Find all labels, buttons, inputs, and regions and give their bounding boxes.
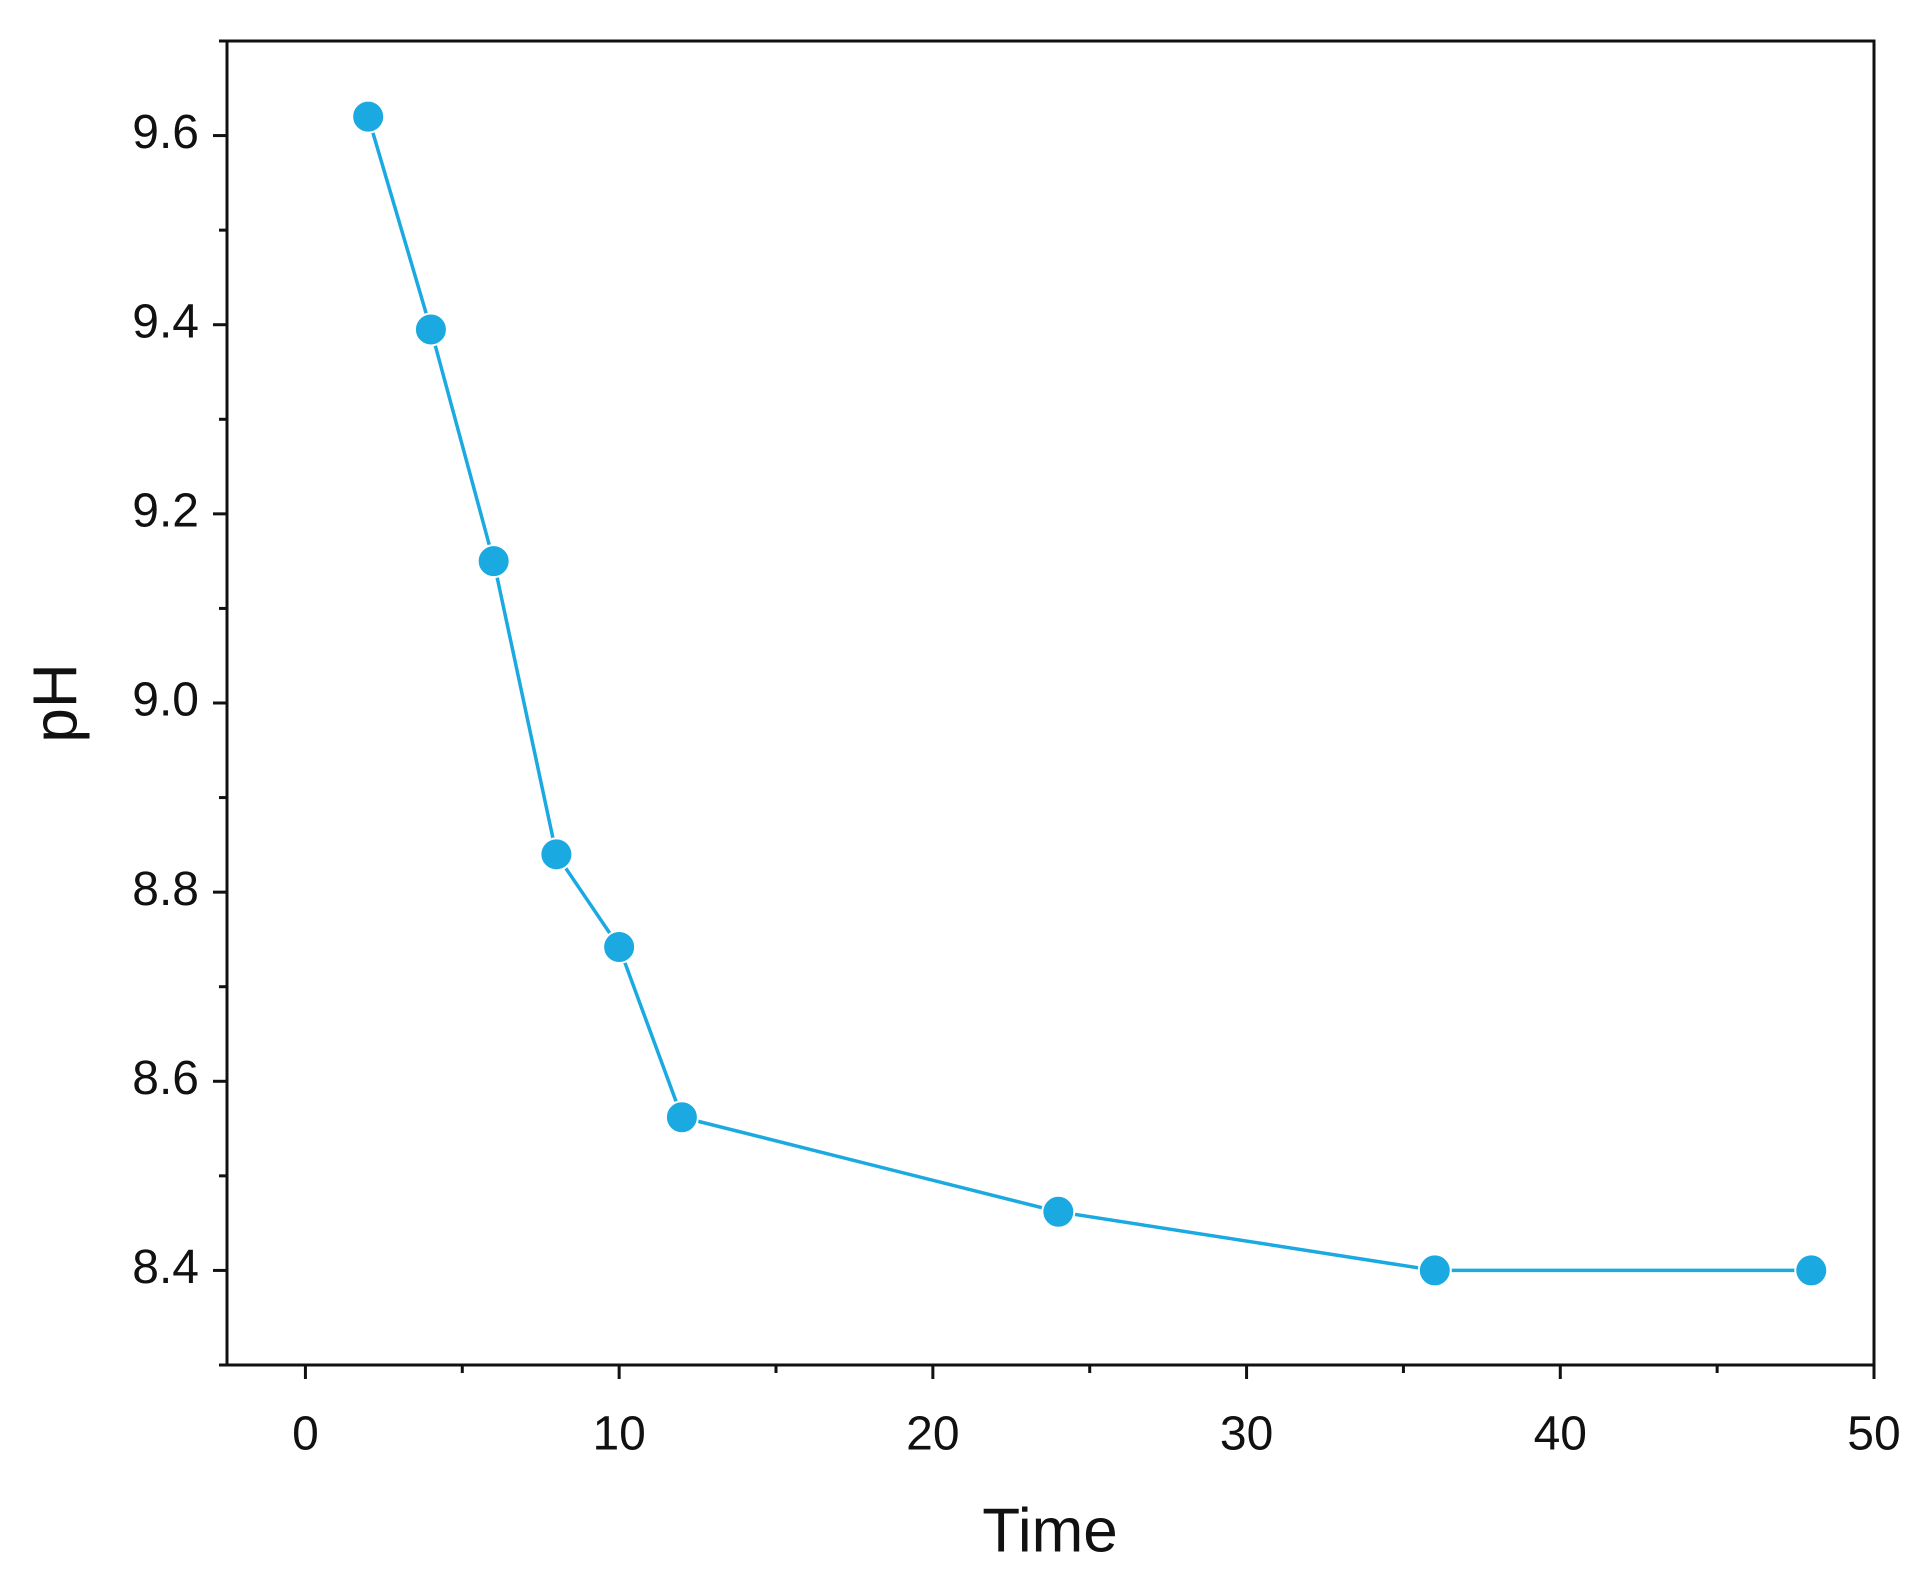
y-tick-label: 8.8 <box>132 863 199 916</box>
data-point <box>351 99 386 134</box>
data-point <box>476 544 511 579</box>
data-point <box>1041 1194 1076 1229</box>
y-tick-label: 9.2 <box>132 485 199 538</box>
data-point <box>602 929 637 964</box>
y-tick-label: 9.0 <box>132 674 199 727</box>
data-line <box>366 116 1812 1273</box>
x-tick-label: 10 <box>592 1408 645 1461</box>
data-point <box>413 312 448 347</box>
y-tick-label: 8.4 <box>132 1241 199 1294</box>
x-tick-label: 20 <box>906 1408 959 1461</box>
x-axis-title: Time <box>982 1496 1117 1565</box>
y-tick-label: 9.4 <box>132 295 199 348</box>
data-point <box>539 837 574 872</box>
x-tick-label: 30 <box>1220 1408 1273 1461</box>
y-axis-title: pH <box>21 663 90 742</box>
plot-frame <box>225 39 1876 1367</box>
data-point <box>664 1100 699 1135</box>
x-tick-label: 40 <box>1534 1408 1587 1461</box>
x-tick-label: 0 <box>292 1408 319 1461</box>
data-point <box>1794 1253 1829 1288</box>
x-tick-label: 50 <box>1847 1408 1900 1461</box>
data-point <box>1417 1253 1452 1288</box>
y-tick-label: 9.6 <box>132 106 199 159</box>
y-tick-label: 8.6 <box>132 1052 199 1105</box>
